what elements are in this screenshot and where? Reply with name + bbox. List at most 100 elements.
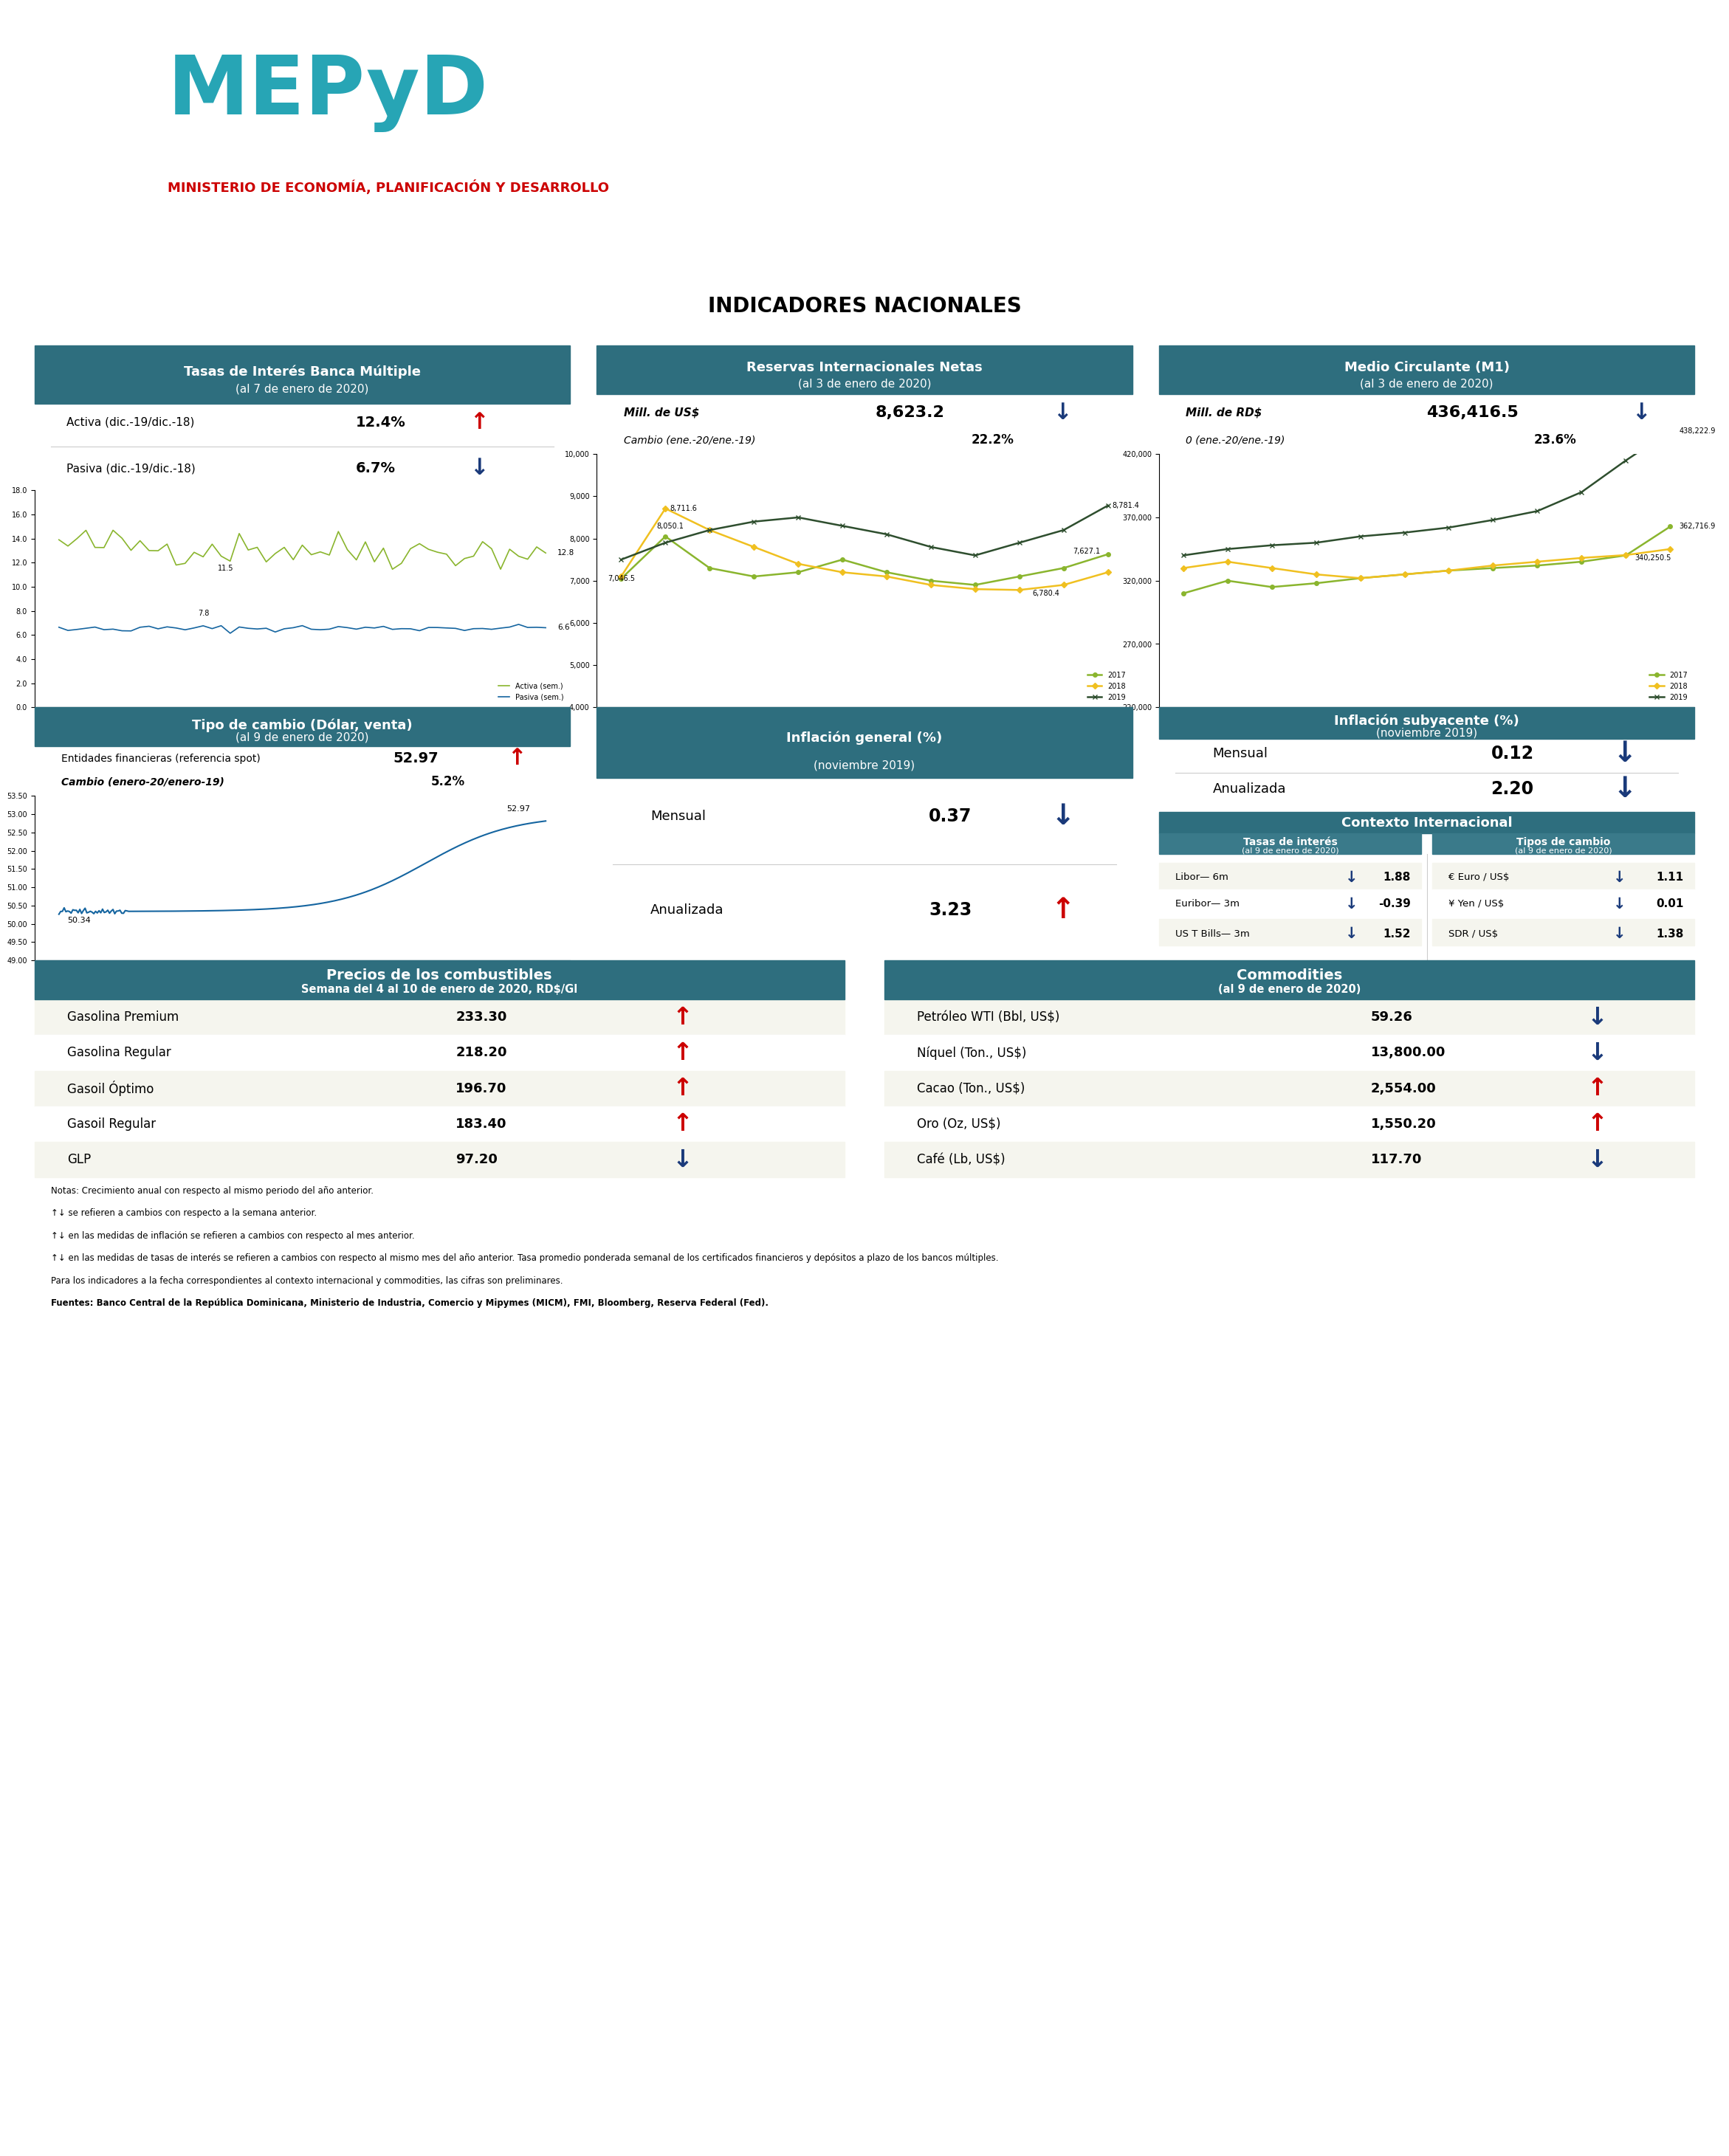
Bar	[885, 1035, 1694, 1072]
Text: 8,623.2: 8,623.2	[875, 405, 944, 420]
Text: ↓: ↓	[1051, 802, 1075, 830]
2019	[877, 522, 897, 548]
Legend: 2017, 2018, 2019: 2017, 2018, 2019	[1084, 668, 1129, 703]
Text: (al 3 de enero de 2020): (al 3 de enero de 2020)	[797, 377, 932, 388]
2018	[1010, 578, 1030, 604]
2019	[743, 509, 764, 535]
Text: ↓: ↓	[1587, 1041, 1608, 1065]
2019	[1660, 418, 1681, 444]
Text: 218.20: 218.20	[456, 1046, 507, 1059]
Text: 7,046.5: 7,046.5	[609, 576, 635, 582]
Text: Cambio (enero-20/enero-19): Cambio (enero-20/enero-19)	[61, 776, 225, 787]
2019	[1483, 507, 1504, 533]
Text: ↑↓ se refieren a cambios con respecto a la semana anterior.: ↑↓ se refieren a cambios con respecto a …	[52, 1210, 316, 1218]
Text: Gasoil Óptimo: Gasoil Óptimo	[67, 1080, 154, 1095]
Line: 2017: 2017	[619, 535, 1110, 586]
Bar	[885, 1106, 1694, 1143]
Text: Gasoil Regular: Gasoil Regular	[67, 1117, 156, 1130]
Line: 2018: 2018	[619, 507, 1110, 593]
Text: ↓: ↓	[1053, 403, 1072, 423]
Text: ↓: ↓	[1613, 776, 1637, 804]
Text: 117.70: 117.70	[1371, 1153, 1421, 1166]
Text: 1.88: 1.88	[1383, 871, 1411, 884]
Bar	[885, 1072, 1694, 1106]
Text: 0.37: 0.37	[928, 806, 972, 826]
Text: 1.52: 1.52	[1383, 929, 1411, 940]
Text: ↓: ↓	[1587, 1147, 1608, 1173]
Text: 1.11: 1.11	[1656, 871, 1684, 884]
Text: 23.6%: 23.6%	[1534, 433, 1577, 446]
2017	[1394, 561, 1414, 586]
Text: 2,554.00: 2,554.00	[1371, 1082, 1437, 1095]
Text: 12.8: 12.8	[557, 550, 574, 556]
Text: (noviembre 2019): (noviembre 2019)	[814, 759, 915, 772]
2019	[920, 535, 941, 561]
Text: 13,800.00: 13,800.00	[1371, 1046, 1445, 1059]
Text: ↓: ↓	[1613, 897, 1625, 912]
2017	[1010, 563, 1030, 589]
Text: 1,550.20: 1,550.20	[1371, 1117, 1437, 1130]
Text: ↓: ↓	[470, 457, 488, 479]
2018	[699, 517, 719, 543]
2017	[920, 567, 941, 593]
Text: INDICADORES NACIONALES: INDICADORES NACIONALES	[707, 295, 1022, 317]
Text: 50.34: 50.34	[67, 916, 92, 925]
2018	[1172, 554, 1193, 580]
2017	[1172, 580, 1193, 606]
2019	[1262, 533, 1283, 558]
Text: Cacao (Ton., US$): Cacao (Ton., US$)	[916, 1082, 1025, 1095]
Text: ↑: ↑	[673, 1076, 693, 1102]
Text: 97.20: 97.20	[456, 1153, 498, 1166]
2018	[1262, 554, 1283, 580]
Text: Tipos de cambio: Tipos de cambio	[1516, 837, 1610, 847]
Text: 7.8: 7.8	[197, 610, 209, 617]
Text: 8,711.6: 8,711.6	[669, 505, 697, 513]
2018	[743, 535, 764, 561]
Text: 52.97: 52.97	[507, 804, 531, 813]
2018	[1053, 571, 1074, 597]
Text: ↑: ↑	[1587, 1076, 1608, 1102]
2019	[965, 543, 986, 569]
Line: 2019: 2019	[619, 502, 1110, 563]
Text: UNIDAD ASESORA DE ANÁLISIS ECONÓMICO Y SOCIAL: UNIDAD ASESORA DE ANÁLISIS ECONÓMICO Y S…	[524, 231, 1205, 252]
2017	[610, 565, 631, 591]
Text: 6.6: 6.6	[557, 623, 569, 632]
Activa (sem.)	[382, 556, 403, 582]
Text: 5.2%: 5.2%	[431, 774, 465, 789]
2017	[1262, 573, 1283, 599]
2017	[699, 554, 719, 580]
2019	[1217, 537, 1238, 563]
Pasiva (sem.)	[491, 614, 512, 640]
Bar	[35, 1035, 844, 1072]
Text: Fuentes: Banco Central de la República Dominicana, Ministerio de Industria, Come: Fuentes: Banco Central de la República D…	[52, 1298, 769, 1309]
Text: Notas: Crecimiento anual con respecto al mismo periodo del año anterior.: Notas: Crecimiento anual con respecto al…	[52, 1186, 373, 1197]
Text: ¥ Yen / US$: ¥ Yen / US$	[1449, 899, 1504, 910]
Text: Activa (dic.-19/dic.-18): Activa (dic.-19/dic.-18)	[67, 416, 195, 427]
Pasiva (sem.)	[166, 614, 187, 640]
Text: ↑: ↑	[1051, 895, 1075, 925]
Text: 8,050.1: 8,050.1	[657, 522, 683, 530]
Text: ↓: ↓	[1613, 871, 1625, 884]
Text: 0.01: 0.01	[1656, 899, 1684, 910]
2019	[788, 505, 809, 530]
Text: ↑: ↑	[470, 412, 488, 433]
Text: 2019: 2019	[410, 729, 431, 737]
Text: € Euro / US$: € Euro / US$	[1449, 873, 1509, 882]
Text: ↓: ↓	[1345, 871, 1359, 884]
Pasiva (sem.)	[220, 621, 240, 647]
Text: ↓: ↓	[1632, 403, 1649, 423]
Bar	[35, 1106, 844, 1143]
2018	[1098, 558, 1119, 584]
2017	[1053, 554, 1074, 580]
2019	[1053, 517, 1074, 543]
Bar	[35, 1072, 844, 1106]
Text: Oro (Oz, US$): Oro (Oz, US$)	[916, 1117, 1001, 1130]
2017	[1527, 552, 1547, 578]
2017	[788, 558, 809, 584]
Text: Níquel (Ton., US$): Níquel (Ton., US$)	[916, 1046, 1027, 1061]
2019	[832, 513, 852, 539]
Text: Petróleo WTI (Bbl, US$): Petróleo WTI (Bbl, US$)	[916, 1011, 1060, 1024]
Bar	[1158, 345, 1694, 395]
2019	[1305, 530, 1326, 556]
2017	[743, 563, 764, 589]
